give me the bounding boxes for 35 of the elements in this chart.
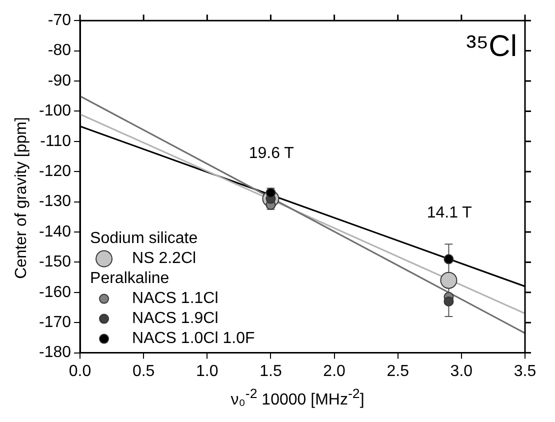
legend-label: NS 2.2Cl: [132, 250, 196, 268]
x-axis-title: ν₀$^{-2}$ 10000 [MHz$^{-2}$]: [230, 386, 366, 410]
y-tick-label: -90: [48, 72, 72, 90]
annotation: Sodium silicate: [90, 230, 198, 248]
annotation: ³⁵Cl: [466, 30, 517, 63]
legend-label: NACS 1.9Cl: [132, 310, 218, 328]
y-tick-label: -80: [48, 42, 72, 60]
y-tick-label: -120: [38, 163, 72, 180]
x-tick-label: 3.5: [514, 362, 536, 380]
y-tick-label: -130: [38, 193, 72, 210]
x-tick-label: 1.0: [196, 362, 218, 380]
x-tick-label: 3.0: [450, 362, 473, 380]
x-tick-label: 2.5: [386, 362, 410, 380]
y-tick-label: -150: [38, 254, 72, 271]
point: [444, 296, 454, 306]
y-tick-label: -140: [38, 223, 72, 240]
y-axis-title: Center of gravity [ppm]: [13, 117, 31, 279]
y-tick-label: -110: [40, 132, 72, 150]
legend-label: NACS 1.0Cl 1.0F: [132, 330, 255, 348]
x-tick-label: 1.5: [260, 362, 282, 380]
x-tick-label: 0.0: [68, 362, 92, 380]
x-tick-label: 2.0: [323, 362, 346, 380]
legend-label: NACS 1.1Cl: [132, 290, 218, 308]
y-tick-label: -180: [38, 344, 72, 362]
point: [444, 254, 454, 264]
annotation: 14.1 T: [426, 204, 472, 222]
annotation: 19.6 T: [248, 144, 294, 162]
point: [440, 272, 458, 289]
point: [266, 188, 276, 198]
y-tick-label: -70: [48, 12, 72, 30]
y-tick-label: -160: [38, 284, 72, 301]
y-tick-label: -100: [38, 102, 72, 120]
x-tick-label: 0.5: [132, 362, 155, 380]
annotation: Peralkaline: [90, 270, 170, 288]
y-tick-label: -170: [38, 314, 72, 332]
